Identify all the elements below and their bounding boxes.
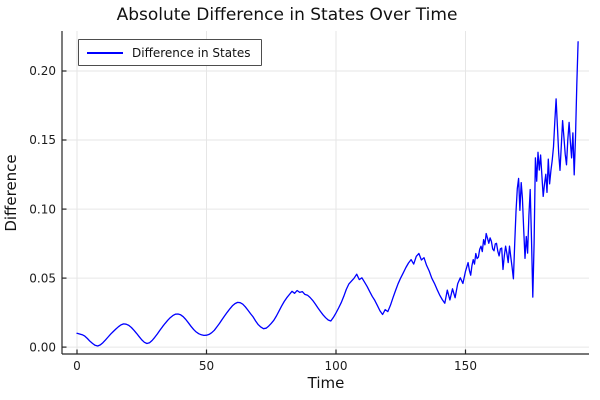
difference-line [76,41,579,347]
x-axis-label: Time [307,374,345,392]
grid-layer [62,31,589,354]
x-tick-label: 150 [454,359,477,373]
y-axis-label: Difference [2,154,20,231]
x-tick-label: 0 [73,359,81,373]
y-tick-label: 0.10 [29,202,56,216]
y-tick-label: 0.00 [29,340,56,354]
ticklabel-layer: 0 50 100 150 0.00 0.05 0.10 0.15 0.20 [29,64,477,373]
y-tick-label: 0.15 [29,133,56,147]
y-tick-label: 0.20 [29,64,56,78]
y-tick-label: 0.05 [29,271,56,285]
legend-label: Difference in States [132,45,251,60]
x-tick-label: 50 [199,359,214,373]
chart-title: Absolute Difference in States Over Time [116,5,458,25]
legend-line-sample [87,51,123,54]
legend: Difference in States [78,39,263,66]
x-tick-label: 100 [325,359,348,373]
axis-layer [61,31,589,355]
